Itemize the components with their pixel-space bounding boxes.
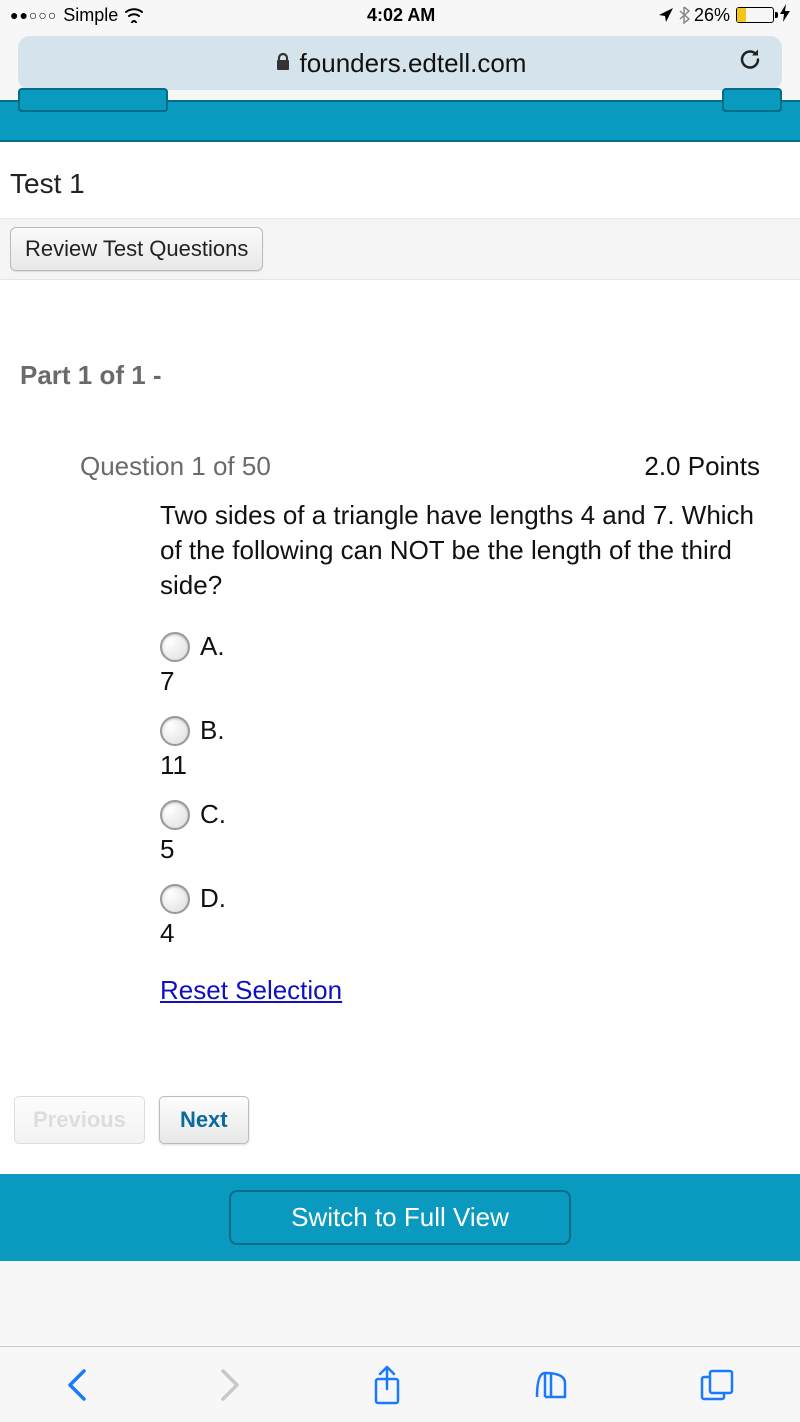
location-arrow-icon [658,7,674,23]
status-right: 26% [658,4,790,27]
tabs-icon[interactable] [698,1367,736,1403]
status-left: ●●○○○ Simple [10,5,144,26]
radio-b[interactable] [160,716,190,746]
refresh-icon[interactable] [736,46,764,81]
question-header: Question 1 of 50 2.0 Points [80,451,760,482]
question-number-label: Question 1 of 50 [80,451,271,482]
nav-buttons: Previous Next [0,1006,800,1174]
switch-full-view-button[interactable]: Switch to Full View [229,1190,571,1245]
option-d-letter: D. [200,883,226,914]
test-title: Test 1 [0,142,800,218]
previous-button: Previous [14,1096,145,1144]
answer-options: A. 7 B. 11 C. 5 D [80,631,760,949]
part-label: Part 1 of 1 - [0,280,800,451]
app-header-bar [0,100,800,142]
bookmarks-icon[interactable] [531,1367,571,1403]
question-points-label: 2.0 Points [644,451,760,482]
option-d-value: 4 [160,918,760,949]
header-button-stub-left[interactable] [18,88,168,112]
radio-d[interactable] [160,884,190,914]
share-icon[interactable] [370,1363,404,1407]
option-a: A. 7 [160,631,760,697]
lock-icon [274,48,292,79]
signal-dots-icon: ●●○○○ [10,7,57,23]
option-d: D. 4 [160,883,760,949]
bluetooth-icon [678,6,690,24]
question-block: Question 1 of 50 2.0 Points Two sides of… [0,451,800,1006]
option-c-letter: C. [200,799,226,830]
radio-a[interactable] [160,632,190,662]
battery-fill [737,8,746,22]
option-b-letter: B. [200,715,225,746]
carrier-label: Simple [63,5,118,26]
status-time: 4:02 AM [367,5,435,26]
review-toolbar: Review Test Questions [0,218,800,280]
charging-bolt-icon [780,4,790,27]
review-questions-button[interactable]: Review Test Questions [10,227,263,271]
reset-selection-link[interactable]: Reset Selection [80,975,342,1006]
address-url: founders.edtell.com [300,48,527,79]
safari-toolbar [0,1346,800,1422]
option-b: B. 11 [160,715,760,781]
wifi-icon [124,7,144,23]
question-text: Two sides of a triangle have lengths 4 a… [80,498,760,603]
page-content: Test 1 Review Test Questions Part 1 of 1… [0,142,800,1174]
fullview-bar: Switch to Full View [0,1174,800,1261]
header-button-stub-right[interactable] [722,88,782,112]
radio-c[interactable] [160,800,190,830]
battery-pct-label: 26% [694,5,730,26]
option-b-value: 11 [160,750,760,781]
address-pill[interactable]: founders.edtell.com [18,36,782,90]
back-icon[interactable] [64,1365,90,1405]
battery-icon [736,7,774,23]
option-c-value: 5 [160,834,760,865]
option-c: C. 5 [160,799,760,865]
option-a-value: 7 [160,666,760,697]
option-a-letter: A. [200,631,225,662]
ios-status-bar: ●●○○○ Simple 4:02 AM 26% [0,0,800,30]
forward-icon [217,1365,243,1405]
next-button[interactable]: Next [159,1096,249,1144]
